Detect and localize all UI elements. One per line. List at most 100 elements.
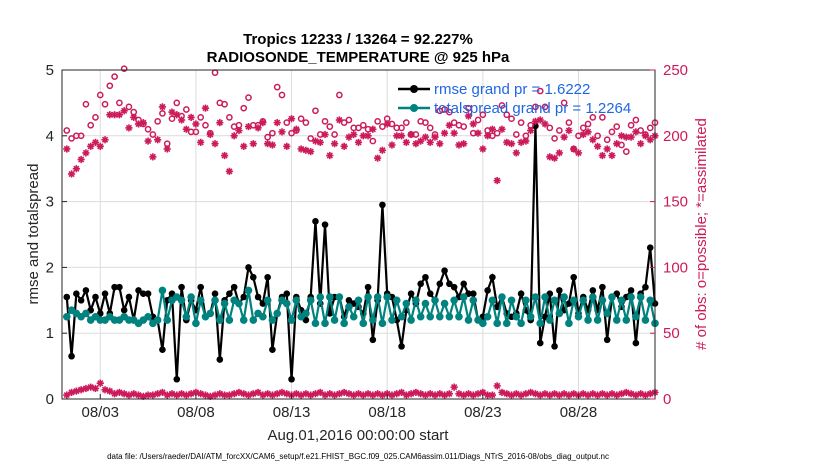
y-axis-right-label: # of obs: o=possible; *=assimilated bbox=[693, 118, 710, 350]
obs-assimilated-marker bbox=[436, 140, 444, 148]
rmse-point bbox=[240, 293, 248, 301]
totalspread-point bbox=[292, 296, 301, 305]
obs-possible-marker bbox=[297, 115, 305, 123]
y-left-tick-label: 0 bbox=[46, 391, 54, 408]
totalspread-point bbox=[273, 309, 282, 318]
totalspread-point bbox=[244, 286, 253, 295]
obs-assimilated-marker bbox=[206, 130, 214, 139]
obs-assimilated-marker bbox=[63, 145, 71, 153]
obs-possible-marker bbox=[269, 129, 276, 137]
rmse-point bbox=[364, 283, 372, 291]
y-right-tick-label: 200 bbox=[663, 128, 688, 145]
rmse-point bbox=[398, 343, 405, 350]
y-left-tick-label: 1 bbox=[46, 325, 54, 342]
obs-possible-marker bbox=[608, 128, 616, 136]
totalspread-point bbox=[627, 293, 635, 301]
obs-assimilated-marker bbox=[115, 111, 123, 119]
totalspread-point bbox=[321, 319, 329, 328]
obs-assimilated-marker bbox=[249, 140, 257, 148]
totalspread-point bbox=[192, 319, 200, 328]
totalspread-point bbox=[397, 312, 406, 321]
totalspread-point bbox=[593, 316, 602, 324]
totalspread-point bbox=[416, 312, 425, 321]
obs-possible-marker bbox=[149, 131, 157, 138]
rmse-point bbox=[632, 339, 640, 347]
totalspread-point bbox=[502, 319, 511, 328]
obs-possible-marker bbox=[359, 121, 367, 129]
obs-possible-marker bbox=[536, 87, 544, 95]
totalspread-point bbox=[459, 293, 468, 301]
rmse-point bbox=[369, 336, 377, 344]
obs-assimilated-marker bbox=[335, 116, 343, 124]
obs-assimilated-marker bbox=[622, 133, 630, 141]
obs-assimilated-marker bbox=[307, 147, 315, 156]
totalspread-point bbox=[632, 312, 640, 321]
rmse-point bbox=[68, 352, 75, 360]
totalspread-point bbox=[220, 299, 229, 308]
totalspread-point bbox=[369, 316, 377, 324]
obs-possible-marker bbox=[355, 124, 362, 132]
rmse-point bbox=[82, 287, 90, 294]
obs-assimilated-marker bbox=[512, 149, 520, 157]
legend-rmse-label: rmse grand pr = 1.6222 bbox=[434, 81, 590, 98]
obs-possible-marker bbox=[321, 117, 329, 125]
y-right-tick-label: 250 bbox=[663, 62, 688, 79]
obs-assimilated-marker bbox=[345, 133, 353, 141]
obs-assimilated-marker bbox=[407, 130, 415, 139]
obs-assimilated-marker bbox=[584, 128, 592, 136]
obs-assimilated-marker bbox=[316, 138, 324, 146]
rmse-point bbox=[230, 283, 238, 291]
obs-assimilated-marker bbox=[101, 136, 109, 144]
rmse-point bbox=[264, 273, 271, 281]
totalspread-point bbox=[196, 296, 205, 305]
obs-assimilated-marker bbox=[158, 388, 167, 397]
obs-possible-marker bbox=[221, 100, 228, 108]
totalspread-point bbox=[641, 316, 650, 324]
obs-assimilated-marker bbox=[541, 120, 549, 128]
rmse-point bbox=[484, 287, 491, 294]
obs-assimilated-marker bbox=[182, 125, 190, 133]
rmse-point bbox=[446, 280, 453, 288]
totalspread-point bbox=[311, 319, 320, 328]
obs-assimilated-marker bbox=[91, 138, 100, 146]
rmse-point bbox=[603, 336, 611, 344]
totalspread-point bbox=[464, 316, 473, 324]
rmse-point bbox=[116, 283, 123, 291]
obs-assimilated-marker bbox=[278, 128, 286, 136]
totalspread-point bbox=[440, 299, 449, 308]
rmse-point bbox=[269, 346, 276, 353]
totalspread-point bbox=[589, 293, 597, 301]
obs-possible-marker bbox=[197, 114, 205, 121]
rmse-point bbox=[469, 290, 477, 298]
obs-assimilated-marker bbox=[450, 383, 458, 391]
totalspread-point bbox=[163, 316, 172, 324]
totalspread-point bbox=[268, 316, 277, 324]
obs-assimilated-marker bbox=[364, 132, 372, 140]
totalspread-point bbox=[421, 299, 430, 308]
obs-assimilated-marker bbox=[201, 104, 210, 112]
obs-possible-marker bbox=[111, 73, 118, 80]
legend-rmse-marker bbox=[410, 85, 418, 93]
obs-assimilated-marker bbox=[613, 140, 621, 148]
obs-assimilated-marker bbox=[125, 124, 133, 132]
obs-possible-marker bbox=[426, 124, 434, 132]
obs-assimilated-marker bbox=[388, 141, 396, 149]
obs-assimilated-marker bbox=[316, 388, 324, 397]
rmse-point bbox=[197, 283, 204, 291]
rmse-point bbox=[159, 346, 166, 353]
obs-possible-marker bbox=[182, 106, 190, 113]
rmse-point bbox=[556, 287, 563, 294]
obs-possible-marker bbox=[168, 115, 176, 123]
obs-assimilated-marker bbox=[173, 111, 181, 119]
totalspread-point bbox=[622, 316, 631, 324]
obs-assimilated-marker bbox=[560, 133, 568, 141]
obs-assimilated-marker bbox=[259, 119, 267, 127]
rmse-point bbox=[101, 290, 109, 298]
obs-assimilated-marker bbox=[397, 132, 406, 140]
x-tick-label: 08/13 bbox=[273, 404, 311, 421]
axes-box bbox=[61, 69, 656, 400]
rmse-point bbox=[422, 273, 429, 281]
totalspread-point bbox=[636, 293, 645, 301]
obs-possible-marker bbox=[402, 119, 410, 126]
totalspread-point bbox=[383, 293, 391, 301]
